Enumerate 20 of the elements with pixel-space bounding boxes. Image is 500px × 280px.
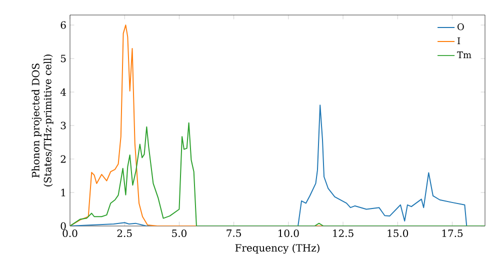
- x-tick-label: 17.5: [442, 230, 463, 238]
- y-tick-label: 5: [60, 54, 66, 62]
- x-tick-label: 7.5: [226, 230, 241, 237]
- y-tick-label: 1: [61, 188, 66, 196]
- x-tick-label: 2.5: [117, 230, 132, 238]
- legend-label: Tm: [457, 52, 472, 58]
- y-tick-label: 0: [60, 222, 66, 230]
- y-axis-title: Phonon projected DOS (States/THz·primitive cell): [32, 54, 54, 186]
- x-axis-title: Frequency (THz): [235, 244, 320, 254]
- x-tick-label: 10.0: [278, 230, 299, 238]
- x-tick-label: 5.0: [172, 230, 186, 238]
- legend-label: O: [458, 23, 464, 30]
- y-tick-label: 2: [60, 155, 66, 163]
- x-tick-label: 12.5: [333, 230, 354, 238]
- y-tick-label: 4: [60, 88, 66, 96]
- y-tick-label: 3: [60, 122, 66, 130]
- x-tick-label: 0.0: [62, 230, 78, 238]
- legend-label: I: [458, 38, 460, 44]
- x-tick-label: 15.0: [388, 230, 408, 238]
- y-tick-label: 6: [60, 21, 66, 29]
